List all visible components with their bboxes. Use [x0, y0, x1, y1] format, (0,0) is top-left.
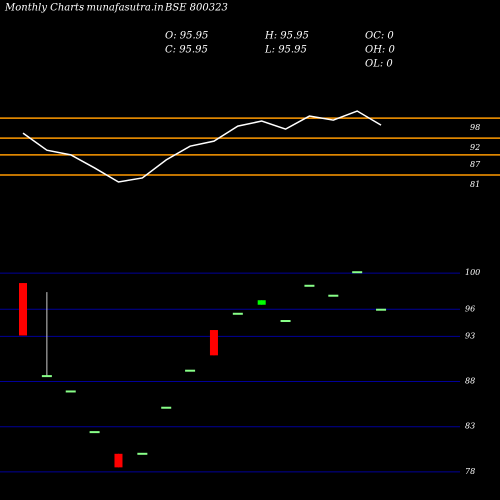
candle-body [232, 312, 243, 315]
line [22, 110, 382, 183]
candle-body [114, 453, 123, 468]
y-tick-label: 81 [470, 180, 480, 189]
symbol: BSE 800323 [164, 3, 228, 14]
candle-body [280, 320, 291, 323]
source: - munafasutra.in [80, 3, 164, 14]
candle-body [161, 406, 172, 409]
candle-body [89, 431, 100, 434]
candle-body [209, 330, 218, 356]
y-tick-label: 88 [465, 377, 475, 386]
candle-body [185, 369, 196, 372]
info: C: 95.95 [165, 45, 208, 56]
candle-body [304, 284, 315, 287]
candle-body [257, 300, 266, 305]
info: OC: 0 [365, 31, 394, 42]
info: L: 95.95 [264, 45, 307, 56]
y-tick-label: 78 [465, 467, 475, 476]
y-tick-label: 93 [465, 331, 475, 340]
candle-body [376, 308, 387, 311]
info: O: 95.95 [165, 31, 208, 42]
y-tick-label: 83 [465, 422, 475, 431]
y-tick-label: 92 [470, 143, 480, 152]
candle-body [19, 283, 27, 336]
candle-body [41, 375, 52, 378]
candle-body [65, 390, 76, 393]
y-tick-label: 100 [465, 268, 480, 277]
chart-title: Monthly Charts [4, 3, 84, 14]
y-tick-label: 96 [465, 304, 475, 313]
candle-body [328, 294, 339, 297]
info: OL: 0 [365, 59, 393, 70]
info: H: 95.95 [264, 31, 309, 42]
y-tick-label: 87 [470, 160, 481, 169]
info: OH: 0 [365, 45, 395, 56]
candle-body [352, 271, 363, 274]
y-tick-label: 98 [470, 123, 480, 132]
candle-body [137, 452, 148, 455]
